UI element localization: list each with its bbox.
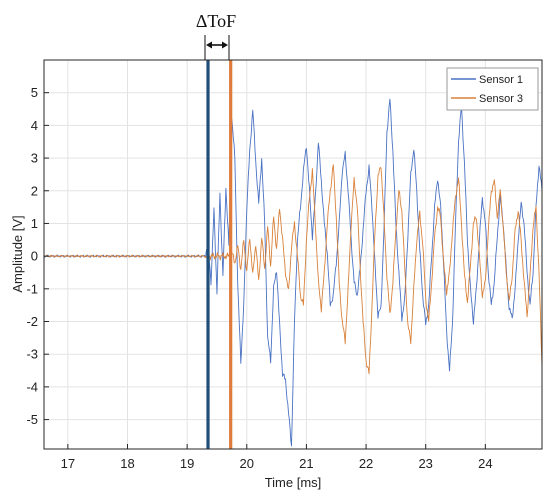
tof-arrowhead-right bbox=[222, 41, 228, 49]
series-line-sensor-3 bbox=[43, 164, 543, 375]
y-tick-label: -2 bbox=[26, 314, 38, 329]
y-tick-label: 2 bbox=[31, 183, 38, 198]
legend-label-sensor-1: Sensor 1 bbox=[479, 74, 523, 86]
grid bbox=[44, 60, 542, 449]
x-tick-label: 18 bbox=[120, 456, 134, 471]
y-tick-label: -3 bbox=[26, 347, 38, 362]
x-axis-title: Time [ms] bbox=[265, 475, 322, 490]
y-tick-label: -1 bbox=[26, 281, 38, 296]
y-tick-label: -5 bbox=[26, 412, 38, 427]
tof-arrowhead-left bbox=[206, 41, 212, 49]
x-tick-label: 24 bbox=[478, 456, 492, 471]
y-tick-label: 1 bbox=[31, 216, 38, 231]
x-tick-label: 22 bbox=[359, 456, 373, 471]
x-tick-label: 19 bbox=[180, 456, 194, 471]
y-tick-label: 4 bbox=[31, 118, 38, 133]
series-group bbox=[43, 98, 543, 447]
y-tick-label: 3 bbox=[31, 151, 38, 166]
y-axis-ticks: -5 -4 -3 -2 -1 0 1 2 3 4 5 bbox=[26, 85, 49, 427]
y-tick-label: -4 bbox=[26, 379, 38, 394]
tof-label: ΔToF bbox=[196, 11, 236, 31]
tof-annotation: ΔToF bbox=[196, 11, 236, 60]
tof-markers bbox=[206, 60, 233, 449]
plot-frame bbox=[43, 59, 543, 450]
y-axis-title: Amplitude [V] bbox=[10, 215, 25, 292]
legend-label-sensor-3: Sensor 3 bbox=[479, 93, 523, 105]
legend-box bbox=[446, 67, 539, 111]
y-tick-label: 5 bbox=[31, 85, 38, 100]
x-tick-label: 23 bbox=[418, 456, 432, 471]
x-axis-ticks: 17 18 19 20 21 22 23 24 bbox=[61, 444, 493, 471]
x-tick-label: 17 bbox=[61, 456, 75, 471]
y-tick-label: 0 bbox=[31, 249, 38, 264]
legend: Sensor 1 Sensor 3 bbox=[446, 67, 539, 111]
x-tick-label: 21 bbox=[299, 456, 313, 471]
x-tick-label: 20 bbox=[240, 456, 254, 471]
